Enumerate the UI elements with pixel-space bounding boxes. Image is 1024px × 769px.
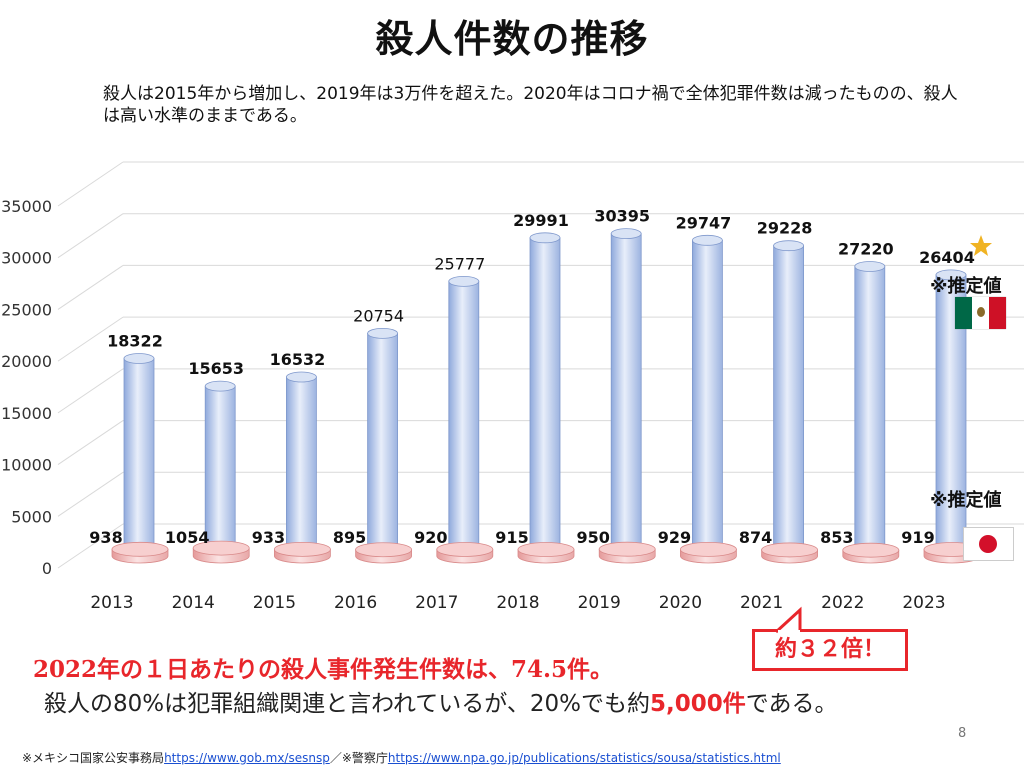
data-label-pink: 950	[576, 528, 609, 547]
bar-blue-top	[123, 353, 155, 364]
bar-blue-top	[610, 228, 642, 240]
bar-blue-top	[367, 327, 399, 339]
japan-flag-icon	[963, 527, 1014, 561]
data-label-blue: 18322	[107, 331, 163, 350]
y-tick-label: 0	[42, 559, 52, 578]
data-label-pink: 1054	[165, 528, 210, 547]
note2-highlight: 5,000件	[649, 691, 746, 717]
data-label-pink: 915	[495, 528, 528, 547]
x-tick-label: 2023	[902, 593, 945, 613]
x-tick-label: 2013	[90, 593, 133, 613]
bar-pink-top	[842, 542, 900, 558]
grid-diagonal	[57, 420, 124, 465]
ratio-callout: 約３２倍！	[752, 629, 908, 671]
source-separator: ／※警察庁	[329, 751, 388, 765]
data-label-blue: 29228	[757, 219, 813, 238]
y-tick-label: 30000	[1, 249, 52, 268]
bar-pink-top	[436, 542, 494, 557]
bar-blue-top	[285, 371, 317, 383]
bar-blue-top	[529, 232, 561, 244]
grid-diagonal	[57, 523, 124, 569]
bar-pink-top	[192, 540, 250, 556]
data-label-pink: 929	[658, 528, 691, 547]
bar-blue-top	[692, 234, 723, 246]
data-label-blue: 29991	[513, 211, 569, 230]
data-label-blue: 15653	[188, 359, 244, 378]
grid-diagonal	[57, 213, 124, 259]
x-tick-label: 2021	[740, 593, 783, 613]
x-tick-label: 2020	[659, 593, 702, 613]
organized-crime-note: 殺人の80%は犯罪組織関連と言われているが、20%でも約5,000件である。	[44, 684, 838, 718]
grid-diagonal	[57, 368, 124, 414]
grid-diagonal	[57, 161, 124, 207]
grid-diagonal	[57, 265, 124, 310]
estimate-star-icon	[970, 235, 992, 256]
y-tick-label: 25000	[1, 300, 52, 319]
estimate-label-japan: ※推定値	[930, 490, 1002, 511]
data-label-blue: 27220	[838, 239, 894, 258]
bar-pink-top	[111, 541, 169, 557]
bar-blue-top	[854, 261, 886, 272]
data-label-blue: 16532	[270, 350, 326, 369]
bar-pink-top	[517, 542, 575, 557]
data-label-pink: 938	[89, 528, 122, 547]
data-label-pink: 933	[252, 528, 285, 547]
estimate-label-mexico: ※推定値	[930, 276, 1002, 297]
source2-link[interactable]: https://www.npa.go.jp/publications/stati…	[387, 751, 781, 765]
source-footer: ※メキシコ国家公安事務局https://www.gob.mx/sesnsp／※警…	[22, 749, 781, 766]
data-label-blue: 30395	[594, 207, 650, 226]
data-label-pink: 853	[820, 528, 853, 547]
page-subtitle: 殺人は2015年から増加し、2019年は3万件を超えた。2020年はコロナ禍で全…	[103, 84, 958, 126]
bar-blue-top	[935, 269, 967, 281]
y-tick-label: 35000	[1, 197, 52, 216]
grid-diagonal	[57, 471, 124, 517]
data-label-blue: 25777	[434, 254, 485, 273]
bar-pink-top	[761, 542, 818, 558]
bar-pink-top	[355, 542, 413, 558]
daily-murder-note: 2022年の１日あたりの殺人事件発生件数は、74.5件。	[33, 656, 614, 683]
bar-pink-top	[273, 541, 331, 557]
x-tick-label: 2015	[253, 593, 296, 613]
source1-link[interactable]: https://www.gob.mx/sesnsp	[164, 751, 330, 765]
data-label-pink: 874	[739, 528, 772, 547]
note2-prefix: 殺人の80%は犯罪組織関連と言われているが、20%でも約	[44, 691, 650, 717]
bar-blue-top	[448, 275, 480, 287]
data-label-blue: 26404	[919, 248, 975, 267]
y-tick-label: 5000	[11, 507, 52, 526]
data-label-pink: 920	[414, 528, 447, 547]
bar-pink-top	[598, 541, 656, 557]
y-tick-label: 20000	[1, 352, 52, 371]
grid-diagonal	[57, 316, 124, 362]
data-label-blue: 20754	[353, 306, 404, 325]
y-tick-label: 15000	[1, 404, 52, 423]
bar-pink-top	[680, 541, 737, 557]
bar-blue-top	[773, 240, 804, 252]
page-title: 殺人件数の推移	[375, 17, 649, 61]
x-tick-label: 2014	[172, 593, 215, 613]
y-tick-label: 10000	[1, 456, 52, 475]
note2-suffix: である。	[745, 691, 838, 717]
mexico-flag-icon	[955, 297, 1006, 329]
x-tick-label: 2018	[496, 593, 539, 613]
data-label-pink: 895	[333, 528, 366, 547]
x-tick-label: 2019	[578, 593, 621, 613]
x-tick-label: 2022	[821, 593, 864, 613]
page-number: 8	[958, 726, 967, 741]
data-label-pink: 919	[901, 528, 934, 547]
x-tick-label: 2017	[415, 593, 458, 613]
data-label-blue: 29747	[676, 213, 732, 232]
source1-label: ※メキシコ国家公安事務局	[22, 751, 165, 765]
x-tick-label: 2016	[334, 593, 377, 613]
bar-blue-top	[204, 380, 236, 392]
